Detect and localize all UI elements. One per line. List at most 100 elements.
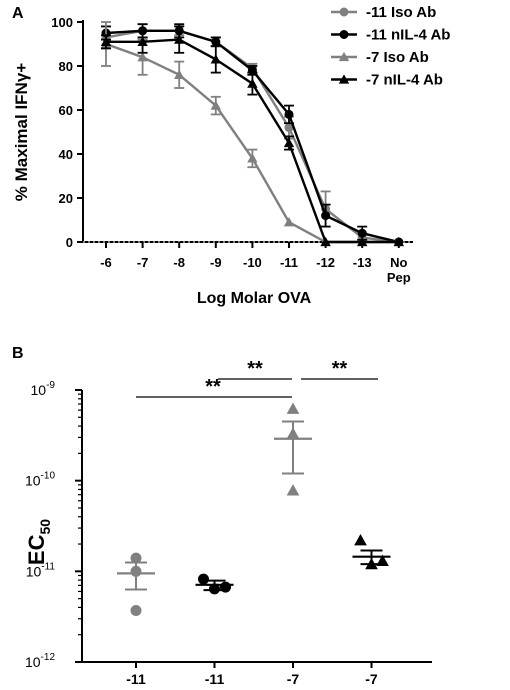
y-tick-label: 10-12 (25, 652, 55, 670)
x-tick-label: -11 (280, 255, 298, 270)
y-tick-label: 10-10 (25, 471, 55, 489)
data-point (376, 554, 389, 567)
data-point (284, 123, 294, 133)
data-point (321, 211, 331, 221)
legend-marker (338, 51, 350, 62)
x-tick-label: -12 (316, 255, 335, 270)
data-point (100, 36, 112, 46)
legend-marker (339, 7, 349, 17)
data-point (130, 604, 142, 616)
x-tick-label-line: Pep (387, 270, 411, 285)
panel-b-ylabel: EC50 (24, 519, 53, 565)
y-tick-base: 10 (25, 473, 41, 489)
data-point (174, 34, 185, 44)
significance-label: ** (205, 376, 221, 398)
y-tick-label: 0 (66, 235, 73, 250)
y-tick-base: 10 (25, 654, 41, 670)
data-point (357, 228, 367, 238)
panel-b-label: B (12, 345, 24, 362)
legend-label: -7 Iso Ab (366, 49, 429, 66)
x-tick-label-line: -9 (210, 255, 222, 270)
y-tick-exp: -9 (46, 380, 55, 391)
significance-label: ** (332, 358, 348, 380)
x-tick-label-line: -11 (280, 255, 298, 270)
panel-a-ylabel: % Maximal IFNγ+ (12, 63, 31, 201)
series-2 (100, 21, 404, 247)
significance-label: ** (247, 358, 263, 380)
group-0 (117, 552, 155, 616)
x-tick-label-line: No (390, 255, 407, 270)
x-tick-label: -7 (137, 255, 149, 270)
group-3 (352, 533, 391, 570)
group-1 (195, 573, 234, 595)
data-point (283, 217, 295, 227)
data-point (210, 54, 221, 64)
data-point (209, 583, 220, 595)
series-3 (100, 25, 404, 247)
data-point (220, 581, 231, 593)
data-point (286, 427, 300, 439)
x-tick-label-line: -6 (100, 255, 112, 270)
x-tick-label: No Pep (387, 255, 411, 285)
data-point (137, 36, 148, 46)
panel-a-plot: 0 20 40 60 80 100 -6 -7 -8 -9 -10 -11 -12 -13 No Pep (51, 15, 413, 285)
group-2 (274, 402, 312, 496)
data-point (320, 236, 331, 247)
x-tick-label-line: -13 (353, 255, 372, 270)
y-tick-label: 60 (59, 103, 73, 118)
y-tick-label: 20 (59, 191, 73, 206)
legend-marker (339, 30, 349, 39)
x-tick-label-line1: -7 (287, 671, 300, 687)
x-tick-label-line: -12 (316, 255, 335, 270)
x-tick-label: -6 (100, 255, 112, 270)
data-point (130, 565, 142, 577)
x-tick-label: -10 (243, 255, 262, 270)
legend-label: -11 Iso Ab (366, 4, 436, 21)
x-tick-label-line: -10 (243, 255, 262, 270)
y-tick-base: 10 (31, 382, 47, 398)
y-tick-exp: -11 (41, 561, 55, 572)
y-tick-base: 10 (26, 563, 42, 579)
data-point (211, 37, 221, 47)
data-point (174, 69, 185, 79)
y-tick-label: 80 (59, 59, 73, 74)
data-point (286, 484, 300, 496)
data-point (284, 109, 294, 119)
y-tick-label: 100 (51, 15, 73, 30)
data-point (198, 573, 209, 585)
x-tick-label-line: -7 (137, 255, 149, 270)
data-point (247, 78, 258, 88)
panel-b-ylabel-main: EC (24, 534, 49, 565)
panel-b-ylabel-sub: 50 (37, 519, 53, 535)
y-tick-label: 40 (59, 147, 73, 162)
x-tick-label-line1: -11 (205, 671, 225, 687)
legend-label: -11 nIL-4 Ab (366, 27, 450, 44)
panel-a-label: A (12, 5, 24, 22)
legend-marker (338, 74, 350, 84)
y-tick-label: 10-9 (31, 380, 56, 398)
x-tick-label: -13 (353, 255, 372, 270)
panel-b-plot: 10-1210-1110-1010-9-11-11-7-7IsonIL-4Iso… (25, 358, 432, 687)
data-point (130, 552, 142, 564)
panel-a-xlabel: Log Molar OVA (197, 290, 312, 307)
panel-a-legend: -11 Iso Ab -11 nIL-4 Ab -7 Iso Ab -7 nIL-4 … (331, 4, 450, 89)
series-line (105, 29, 400, 244)
y-tick-exp: -10 (41, 471, 56, 482)
data-point (286, 402, 300, 414)
data-point (137, 52, 148, 62)
x-tick-label: -9 (210, 255, 222, 270)
data-point (354, 533, 367, 546)
data-point (365, 557, 378, 570)
y-tick-exp: -12 (41, 652, 56, 663)
y-tick-label: 10-11 (26, 561, 56, 579)
series-line (105, 29, 399, 244)
data-point (210, 100, 221, 110)
x-tick-label-line1: -11 (126, 671, 146, 687)
x-tick-label-line: -8 (173, 255, 185, 270)
x-tick-label: -8 (173, 255, 185, 270)
data-point (357, 236, 368, 247)
x-tick-label-line1: -7 (365, 671, 378, 687)
series-0 (101, 23, 404, 247)
data-point (247, 153, 258, 163)
